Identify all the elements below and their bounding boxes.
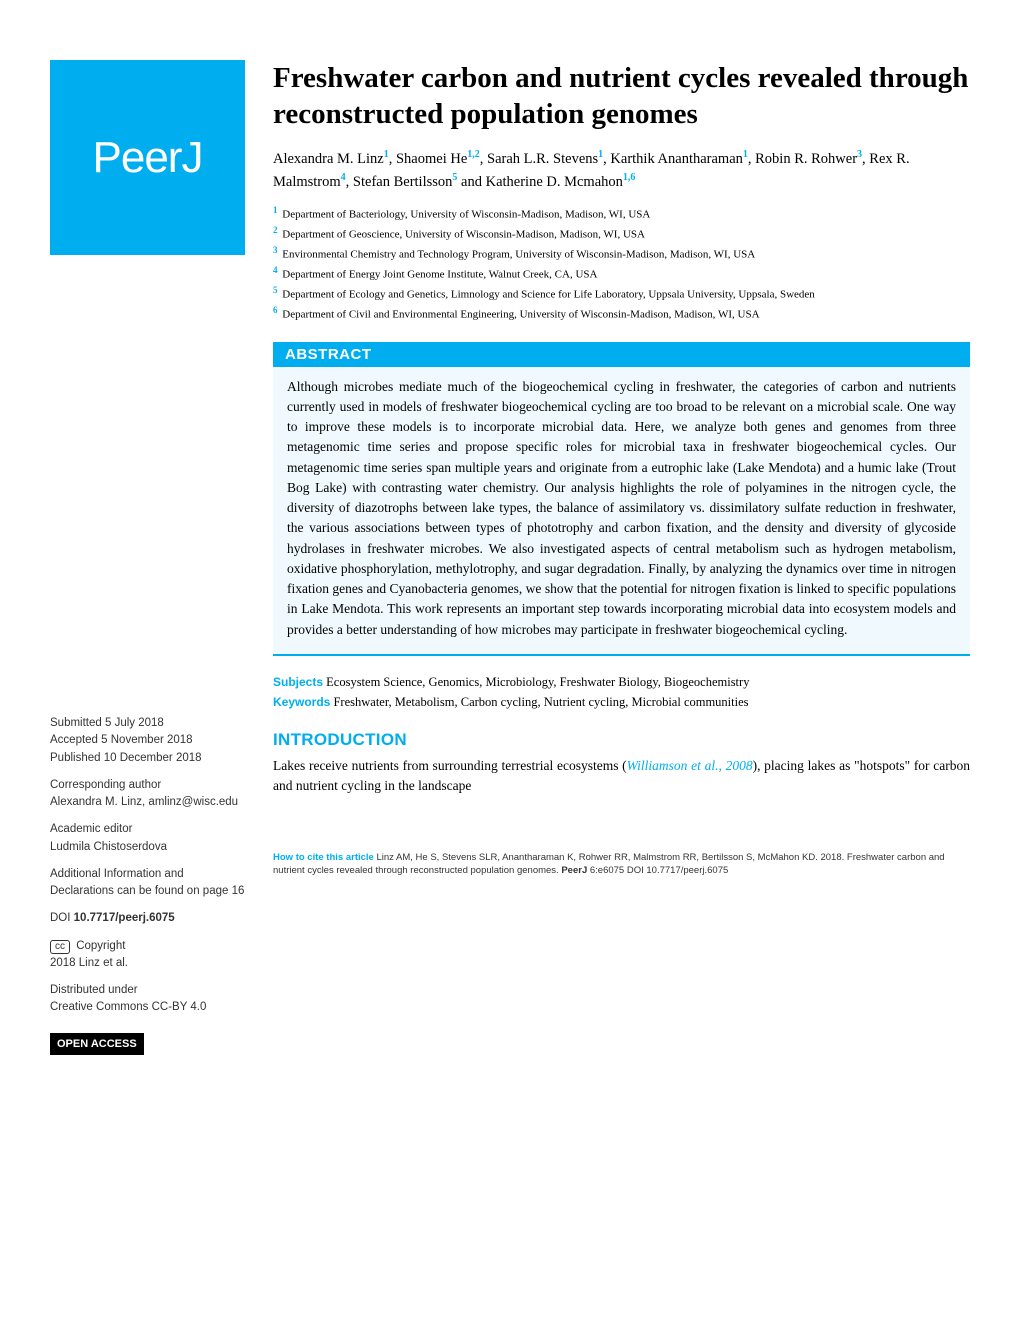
keywords-line: Keywords Freshwater, Metabolism, Carbon … bbox=[273, 692, 970, 712]
additional-info-section: Additional Information and Declarations … bbox=[50, 866, 245, 901]
doi-section: DOI 10.7717/peerj.6075 bbox=[50, 910, 245, 927]
subjects-line: Subjects Ecosystem Science, Genomics, Mi… bbox=[273, 672, 970, 692]
additional-info-text: Additional Information and Declarations … bbox=[50, 868, 244, 897]
submitted-date: 5 July 2018 bbox=[105, 717, 164, 729]
affiliation-item: 6 Department of Civil and Environmental … bbox=[273, 304, 970, 323]
affiliation-item: 1 Department of Bacteriology, University… bbox=[273, 204, 970, 223]
article-title: Freshwater carbon and nutrient cycles re… bbox=[273, 60, 970, 133]
cite-journal: PeerJ bbox=[561, 865, 587, 876]
doi-value[interactable]: 10.7717/peerj.6075 bbox=[74, 912, 175, 924]
cite-label: How to cite this article bbox=[273, 852, 374, 863]
journal-logo: PeerJ bbox=[50, 60, 245, 255]
corresponding-author: Alexandra M. Linz, amlinz@wisc.edu bbox=[50, 796, 238, 808]
abstract-section: ABSTRACT Although microbes mediate much … bbox=[273, 342, 970, 656]
accepted-date: 5 November 2018 bbox=[101, 734, 192, 746]
abstract-text: Although microbes mediate much of the bi… bbox=[273, 367, 970, 656]
page-container: PeerJ Submitted 5 July 2018 Accepted 5 N… bbox=[50, 60, 970, 1055]
copyright-label: Copyright bbox=[76, 940, 125, 952]
distributed-label: Distributed under bbox=[50, 984, 138, 996]
article-metadata-sidebar: Submitted 5 July 2018 Accepted 5 Novembe… bbox=[50, 715, 245, 1055]
authors-list: Alexandra M. Linz1, Shaomei He1,2, Sarah… bbox=[273, 147, 970, 194]
dates-section: Submitted 5 July 2018 Accepted 5 Novembe… bbox=[50, 715, 245, 767]
subjects-text: Ecosystem Science, Genomics, Microbiolog… bbox=[326, 675, 749, 689]
published-date: 10 December 2018 bbox=[104, 752, 202, 764]
editor-label: Academic editor bbox=[50, 823, 132, 835]
logo-text: PeerJ bbox=[93, 133, 203, 183]
cite-ref: 6:e6075 DOI 10.7717/peerj.6075 bbox=[587, 865, 728, 876]
accepted-label: Accepted bbox=[50, 734, 98, 746]
citation-footer: How to cite this article Linz AM, He S, … bbox=[273, 842, 970, 878]
corresponding-label: Corresponding author bbox=[50, 779, 161, 791]
abstract-heading: ABSTRACT bbox=[273, 342, 970, 367]
affiliation-item: 2 Department of Geoscience, University o… bbox=[273, 224, 970, 243]
open-access-badge: OPEN ACCESS bbox=[50, 1033, 144, 1056]
intro-body: Lakes receive nutrients from surrounding… bbox=[273, 756, 970, 797]
copyright-text: 2018 Linz et al. bbox=[50, 957, 128, 969]
left-column: PeerJ Submitted 5 July 2018 Accepted 5 N… bbox=[50, 60, 245, 1055]
submitted-label: Submitted bbox=[50, 717, 102, 729]
intro-heading: INTRODUCTION bbox=[273, 730, 970, 750]
corresponding-author-section: Corresponding author Alexandra M. Linz, … bbox=[50, 777, 245, 812]
keywords-text: Freshwater, Metabolism, Carbon cycling, … bbox=[333, 695, 748, 709]
published-label: Published bbox=[50, 752, 101, 764]
affiliations-list: 1 Department of Bacteriology, University… bbox=[273, 204, 970, 324]
doi-label: DOI bbox=[50, 912, 70, 924]
affiliation-item: 4 Department of Energy Joint Genome Inst… bbox=[273, 264, 970, 283]
citation-link[interactable]: Williamson et al., 2008 bbox=[627, 758, 753, 773]
editor-section: Academic editor Ludmila Chistoserdova bbox=[50, 821, 245, 856]
main-content: Freshwater carbon and nutrient cycles re… bbox=[273, 60, 970, 1055]
affiliation-item: 5 Department of Ecology and Genetics, Li… bbox=[273, 284, 970, 303]
intro-text-pre: Lakes receive nutrients from surrounding… bbox=[273, 758, 627, 773]
editor-name: Ludmila Chistoserdova bbox=[50, 841, 167, 853]
license-section: Distributed under Creative Commons CC-BY… bbox=[50, 982, 245, 1017]
keywords-label: Keywords bbox=[273, 695, 330, 709]
affiliation-item: 3 Environmental Chemistry and Technology… bbox=[273, 244, 970, 263]
subjects-keywords-block: Subjects Ecosystem Science, Genomics, Mi… bbox=[273, 672, 970, 712]
subjects-label: Subjects bbox=[273, 675, 323, 689]
license-text[interactable]: Creative Commons CC-BY 4.0 bbox=[50, 1001, 206, 1013]
introduction-section: INTRODUCTION Lakes receive nutrients fro… bbox=[273, 730, 970, 797]
copyright-section: cc Copyright 2018 Linz et al. bbox=[50, 938, 245, 973]
cc-icon: cc bbox=[50, 940, 70, 954]
